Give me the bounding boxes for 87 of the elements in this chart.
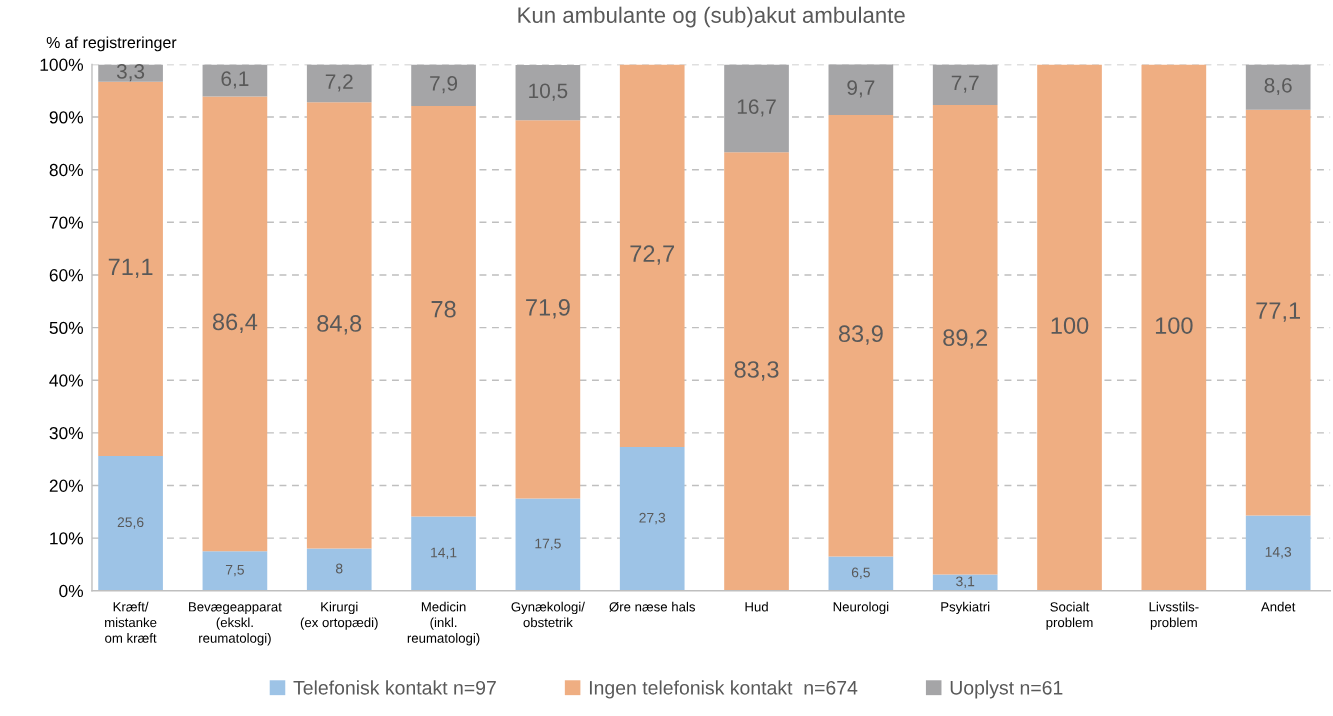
data-label: 7,7 xyxy=(951,75,979,93)
bar xyxy=(1037,64,1102,591)
bar xyxy=(828,114,894,557)
data-label: 72,7 xyxy=(630,245,674,265)
data-label: 14,1 xyxy=(431,547,457,559)
data-label: 14,3 xyxy=(1265,546,1292,559)
bar xyxy=(932,104,998,575)
data-label: 16,7 xyxy=(737,99,776,117)
x-tick-label: Øre næse hals xyxy=(609,601,696,612)
bar xyxy=(1245,515,1311,591)
bar xyxy=(724,64,789,153)
bar xyxy=(619,447,685,591)
data-label: 6,1 xyxy=(221,71,249,89)
data-label: 100 xyxy=(1155,317,1193,334)
chart-title: Kun ambulante og (sub)akut ambulante xyxy=(518,6,905,28)
data-label: 17,5 xyxy=(535,538,561,551)
bar xyxy=(828,556,894,591)
bar xyxy=(1245,109,1311,516)
bar xyxy=(411,516,476,591)
y-tick-label: 40% xyxy=(49,374,84,387)
bar xyxy=(202,96,268,552)
x-tick-label: Andet xyxy=(1260,601,1296,612)
data-label: 71,1 xyxy=(108,258,153,279)
bar xyxy=(1141,64,1207,591)
data-label: 86,4 xyxy=(212,313,258,334)
bar xyxy=(932,574,998,591)
y-tick-label: 70% xyxy=(49,216,84,229)
y-tick-label: 20% xyxy=(49,479,84,492)
data-label: 27,3 xyxy=(639,512,666,525)
data-label: 3,3 xyxy=(116,63,145,82)
y-tick-label: 80% xyxy=(49,163,84,177)
x-tick-label: Kirurgi (ex ortopædi) xyxy=(300,601,378,630)
x-tick-label: Kræft/ mistanke om kræft xyxy=(105,601,157,643)
data-label: 89,2 xyxy=(943,329,987,349)
y-tick-label: 60% xyxy=(49,269,84,282)
bar xyxy=(515,64,581,121)
x-tick-label: Gynækologi/ obstetrik xyxy=(511,601,585,628)
x-tick-label: Livsstils- problem xyxy=(1149,601,1199,630)
x-tick-label: Neurologi xyxy=(833,601,889,615)
data-label: 25,6 xyxy=(117,517,144,529)
y-axis-title: % af registreringer xyxy=(46,36,177,52)
data-label: 78 xyxy=(431,300,456,318)
y-tick-label: 50% xyxy=(49,321,84,335)
bar xyxy=(411,64,476,107)
bar xyxy=(306,548,372,591)
y-tick-label: 0% xyxy=(59,584,84,598)
y-tick-label: 100% xyxy=(40,58,84,71)
legend-label: Telefonisk kontakt n=97 xyxy=(293,680,496,695)
legend-label: Uoplyst n=61 xyxy=(950,680,1063,699)
data-label: 6,5 xyxy=(851,567,870,579)
data-label: 8,6 xyxy=(1264,77,1292,96)
legend-label: Ingen telefonisk kontakt n=674 xyxy=(589,680,858,699)
data-label: 9,7 xyxy=(847,80,875,98)
bar xyxy=(1245,64,1311,110)
bar xyxy=(98,455,163,591)
data-label: 7,9 xyxy=(430,76,458,94)
data-label: 7,5 xyxy=(225,565,244,577)
bar xyxy=(932,64,998,105)
data-label: 71,9 xyxy=(526,299,570,319)
bar xyxy=(515,120,581,499)
data-label: 84,8 xyxy=(317,315,362,335)
bar xyxy=(306,102,372,549)
x-tick-label: Hud xyxy=(745,601,768,612)
y-tick-label: 10% xyxy=(50,532,84,545)
x-tick-label: Bevægeapparat (ekskl. reumatologi) xyxy=(189,602,282,646)
bar xyxy=(98,81,163,456)
y-tick-label: 30% xyxy=(49,426,84,440)
bar xyxy=(411,106,476,517)
data-label: 7,2 xyxy=(325,74,353,92)
data-label: 83,3 xyxy=(734,361,779,381)
data-label: 77,1 xyxy=(1256,302,1300,322)
data-label: 10,5 xyxy=(529,83,568,101)
data-label: 83,9 xyxy=(838,325,883,345)
x-tick-label: Socialt problem xyxy=(1046,601,1093,630)
bar xyxy=(619,64,685,448)
data-label: 100 xyxy=(1051,317,1089,334)
bar xyxy=(515,498,581,591)
x-tick-label: Medicin (inkl. reumatologi) xyxy=(407,601,480,646)
x-tick-label: Psykiatri xyxy=(941,601,990,615)
data-label: 8 xyxy=(335,563,343,574)
y-tick-label: 90% xyxy=(49,111,84,124)
bar xyxy=(306,64,372,103)
bar xyxy=(828,64,894,115)
data-label: 3,1 xyxy=(956,576,975,588)
bar xyxy=(724,152,789,591)
bar xyxy=(202,64,268,97)
bar xyxy=(202,551,268,591)
